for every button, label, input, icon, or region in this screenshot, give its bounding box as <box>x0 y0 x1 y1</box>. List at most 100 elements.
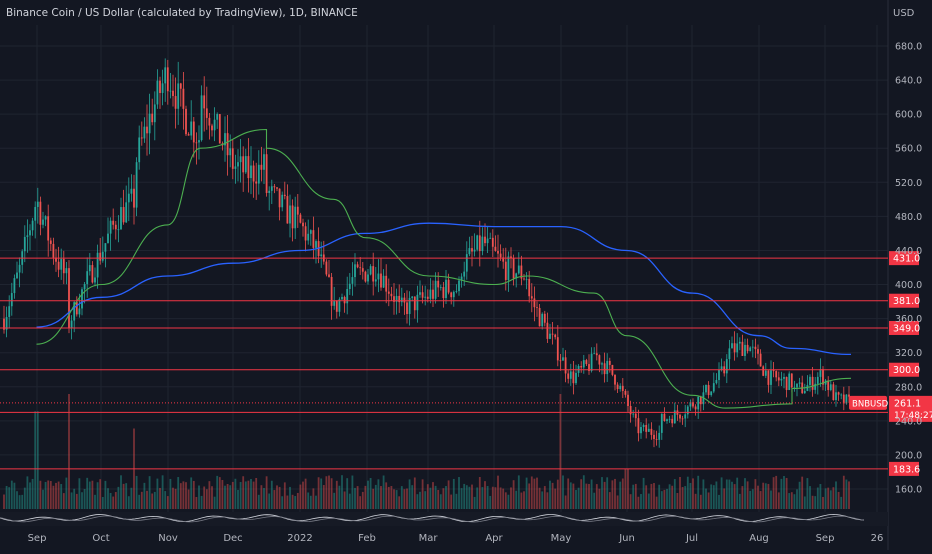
volume-bar <box>835 481 837 509</box>
candle-body <box>252 165 255 182</box>
candle-body <box>31 220 34 231</box>
volume-bar <box>260 485 263 509</box>
candle-body <box>307 233 310 241</box>
candle-body <box>153 104 156 123</box>
candle-body <box>572 371 575 384</box>
candle-body <box>177 83 180 109</box>
candle-body <box>822 369 824 385</box>
volume-bar <box>369 477 372 509</box>
volume-bar <box>465 485 468 509</box>
volume-bar <box>530 476 533 509</box>
candle-body <box>720 366 723 370</box>
candle-body <box>679 414 681 419</box>
volume-bar <box>406 488 408 509</box>
y-tick-label: 400.0 <box>895 280 922 291</box>
candle-body <box>733 343 736 353</box>
candle-body <box>406 302 408 315</box>
candle-body <box>814 383 817 390</box>
volume-bar <box>263 488 265 509</box>
volume-bar <box>252 481 255 509</box>
level-label: 300.0 <box>893 365 920 376</box>
candle-body <box>395 295 398 302</box>
candle-body <box>699 396 702 405</box>
candle-body <box>330 276 333 306</box>
candle-body <box>229 148 232 156</box>
y-tick-label: 320.0 <box>895 348 922 359</box>
volume-bar <box>328 475 330 509</box>
candle-body <box>473 249 476 252</box>
x-axis[interactable]: Sep Oct Nov Dec 2022 Feb Mar Apr May Jun Jul Aug Sep… <box>28 533 884 544</box>
volume-bar <box>577 487 580 509</box>
volume-bar <box>416 494 419 509</box>
y-axis[interactable]: 680.0 640.0 600.0 560.0 520.0 480.0 440.0 400.0… <box>895 42 922 496</box>
candle-body <box>86 271 89 285</box>
volume-bar <box>772 477 775 509</box>
volume-bar <box>658 484 661 509</box>
volume-bar <box>731 481 733 509</box>
volume-bar <box>473 496 476 509</box>
volume-bar <box>161 475 164 509</box>
volume-bar <box>205 489 208 509</box>
volume-bar <box>572 483 575 509</box>
volume-bar <box>317 477 320 509</box>
candle-body <box>650 428 653 435</box>
volume-bar <box>367 480 369 509</box>
volume-bar <box>330 478 333 509</box>
volume-bar <box>741 486 744 509</box>
candle-body <box>660 413 663 433</box>
volume-bar <box>744 478 746 509</box>
candle-body <box>590 353 593 371</box>
candle-body <box>588 364 590 371</box>
volume-bar <box>382 475 385 509</box>
candle-body <box>91 265 94 283</box>
volume-bar <box>442 488 445 509</box>
volume-bar <box>273 490 276 509</box>
candle-body <box>494 246 497 251</box>
volume-bar <box>770 490 772 509</box>
volume-bar <box>801 476 804 509</box>
candle-body <box>107 233 109 244</box>
volume-bar <box>429 487 432 509</box>
candle-body <box>585 360 588 365</box>
oscillator-background <box>0 512 888 526</box>
volume-bar <box>291 494 294 509</box>
x-tick-label: Feb <box>358 533 376 544</box>
volume-bar <box>44 481 47 509</box>
candle-body <box>148 113 151 134</box>
candle-body <box>601 363 603 365</box>
volume-bar <box>621 478 624 509</box>
candle-body <box>309 230 312 234</box>
volume-bar <box>710 484 713 509</box>
volume-bar <box>31 478 34 509</box>
candle-body <box>367 274 369 282</box>
volume-bar <box>309 495 312 509</box>
volume-bar <box>81 492 83 509</box>
candle-body <box>16 272 18 279</box>
candle-body <box>413 296 416 311</box>
y-tick-label: 560.0 <box>895 144 922 155</box>
volume-bar <box>655 496 658 509</box>
candle-body <box>741 341 744 356</box>
volume-bar <box>455 493 458 509</box>
volume-bar <box>785 477 788 509</box>
candle-body <box>140 137 143 139</box>
candle-body <box>81 289 83 309</box>
volume-bar <box>757 485 759 509</box>
x-tick-label: Jun <box>618 533 635 544</box>
candle-body <box>224 133 226 146</box>
volume-bar <box>62 493 65 509</box>
current-price-box <box>889 395 932 422</box>
candle-body <box>715 380 718 384</box>
candle-body <box>775 371 778 378</box>
candle-body <box>159 80 161 93</box>
volume-bar <box>762 482 765 509</box>
volume-bar <box>647 493 650 509</box>
candle-body <box>60 258 63 270</box>
volume-bar <box>55 482 57 509</box>
candle-body <box>351 277 354 284</box>
candle-body <box>200 95 203 141</box>
candle-body <box>47 216 50 241</box>
volume-bar <box>398 496 401 509</box>
